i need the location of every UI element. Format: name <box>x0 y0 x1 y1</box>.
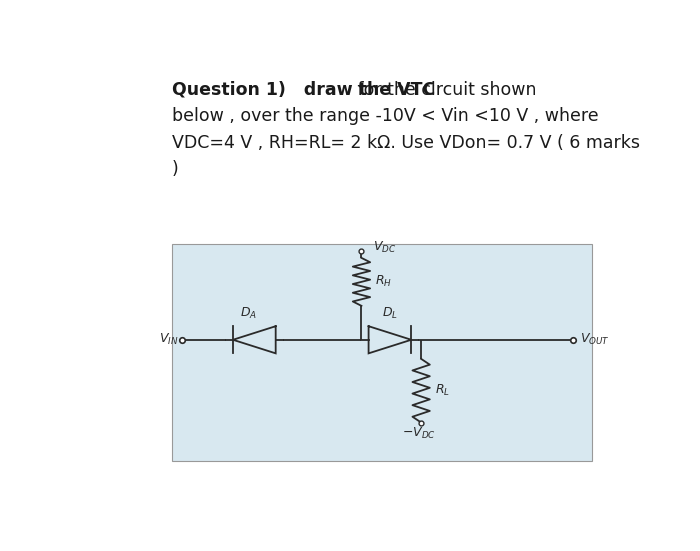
Text: $R_L$: $R_L$ <box>435 383 449 398</box>
Text: ): ) <box>172 160 178 178</box>
Text: $R_H$: $R_H$ <box>375 274 392 289</box>
Text: $D_L$: $D_L$ <box>382 306 398 321</box>
Text: $D_A$: $D_A$ <box>240 306 258 321</box>
Text: below , over the range -10V < Vin <10 V , where: below , over the range -10V < Vin <10 V … <box>172 107 598 125</box>
Text: Question 1)   draw the VTC: Question 1) draw the VTC <box>172 81 435 99</box>
Text: $V_{OUT}$: $V_{OUT}$ <box>580 332 609 347</box>
Text: $-V_{DC}$: $-V_{DC}$ <box>402 425 435 441</box>
FancyBboxPatch shape <box>172 244 592 461</box>
Text: $V_{DC}$: $V_{DC}$ <box>373 240 397 255</box>
Text: VDC=4 V , RH=RL= 2 kΩ. Use VDon= 0.7 V ( 6 marks: VDC=4 V , RH=RL= 2 kΩ. Use VDon= 0.7 V (… <box>172 133 640 152</box>
Text: for the circuit shown: for the circuit shown <box>351 81 536 99</box>
Text: $V_{IN}$: $V_{IN}$ <box>159 332 178 347</box>
